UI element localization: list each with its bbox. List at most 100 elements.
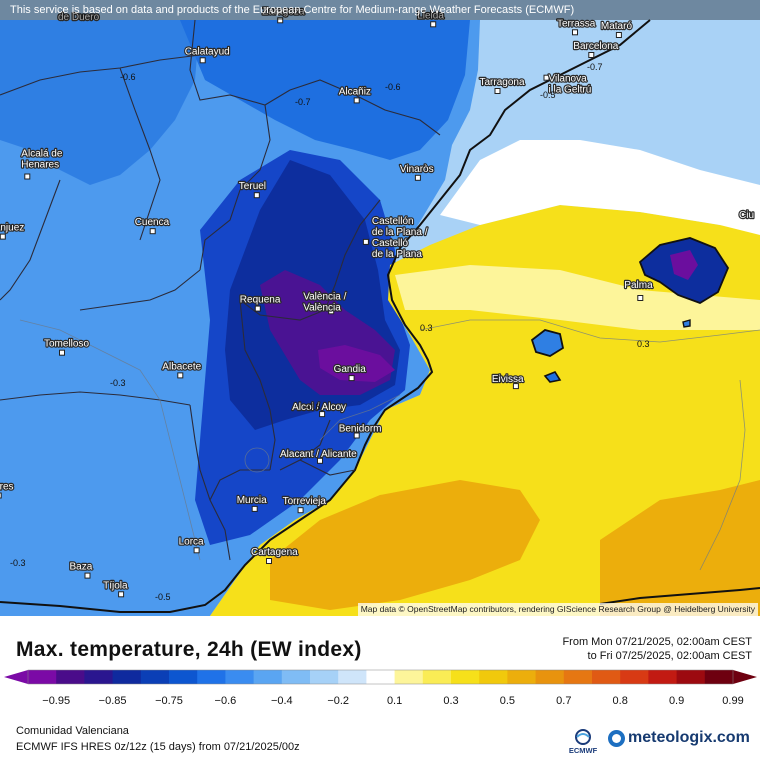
- city-label: Lleida: [417, 10, 444, 21]
- colorbar-swatch: [563, 670, 593, 684]
- city-label: Vinaròs: [400, 164, 434, 175]
- city-marker: [512, 383, 519, 390]
- city-alcala-de-henares: Alcalá de Henares: [20, 147, 64, 180]
- city-marker: [572, 29, 578, 36]
- colorbar-swatch: [620, 670, 649, 684]
- city-marker: [353, 432, 360, 439]
- colorbar-ticks: −0.95 −0.85 −0.75 −0.6 −0.4 −0.2 0.1 0.3 0.5 0.7 0…: [42, 695, 743, 707]
- forecast-map[interactable]: Lleida Zaragoza Terrassa Mataró Barcelona Cal…: [0, 0, 760, 616]
- contour-label-10: -0.3: [10, 558, 26, 568]
- city-cuenca: Cuenca: [133, 216, 171, 235]
- city-marker: [494, 88, 501, 94]
- city-torrevieja: Torrevieja: [281, 495, 328, 514]
- city-linares: Linares: [0, 480, 15, 499]
- land-field-extreme: [318, 345, 395, 382]
- contour-label-7: 0.3: [637, 339, 650, 349]
- city-label: Alacant / Alicante: [280, 449, 357, 460]
- contour-label-2: -0.7: [295, 97, 311, 107]
- contour-label-6: 0.3: [420, 323, 433, 333]
- contour-label-1: -0.6: [120, 72, 136, 82]
- region-name: Comunidad Valenciana: [16, 725, 129, 737]
- colorbar-swatch: [112, 670, 142, 684]
- city-marker: [317, 457, 323, 464]
- city-alcoi-alcoy: Alcoi / Alcoy: [291, 401, 347, 418]
- city-gandia: Gandia: [332, 363, 367, 382]
- ibiza: [530, 329, 565, 357]
- city-tarragona: Tarragona: [478, 76, 526, 94]
- city-label: Mataró: [601, 21, 633, 32]
- colorbar-swatch: [197, 670, 226, 684]
- city-marker: [118, 591, 125, 598]
- city-label: Teruel: [239, 181, 266, 192]
- city-label: Barcelona: [573, 41, 618, 52]
- city-albacete: Albacete: [161, 360, 203, 379]
- city-label: Tomelloso: [44, 339, 89, 350]
- city-marker: [588, 52, 595, 58]
- clipped-label-ciu: Ciu: [739, 210, 754, 221]
- city-label: Requena: [240, 295, 281, 306]
- forecast-period: From Mon 07/21/2025, 02:00am CEST to Fri…: [562, 635, 752, 663]
- colorbar-tick-label: −0.6: [215, 695, 237, 707]
- colorbar-tick-label: 0.1: [387, 695, 402, 707]
- colorbar-swatch: [28, 670, 57, 684]
- city-label: Alcalá de Henares: [21, 149, 63, 171]
- colorbar-swatch: [84, 670, 113, 684]
- city-terrassa: Terrassa: [556, 17, 597, 36]
- colorbar-swatches: [4, 669, 757, 685]
- city-label: Tarragona: [480, 77, 525, 88]
- city-label: Murcia: [237, 495, 267, 506]
- city-label: Linares: [0, 482, 14, 493]
- meteologix-logo[interactable]: meteologix.com: [608, 729, 750, 747]
- sea-field-pale: [395, 265, 760, 330]
- colorbar-swatch: [676, 670, 706, 684]
- colorbar-swatch: [366, 670, 395, 684]
- city-lorca: Lorca: [177, 535, 205, 554]
- city-lleida: Lleida: [416, 9, 446, 28]
- colorbar-min-arrow: [4, 670, 28, 684]
- city-marker: [319, 411, 326, 418]
- city-layer: Lleida Zaragoza Terrassa Mataró Barcelona Cal…: [0, 5, 654, 598]
- colorbar-swatch: [704, 670, 734, 684]
- city-vinaros: Vinaròs: [399, 163, 435, 181]
- land-field-east: [180, 20, 470, 160]
- city-marker: [615, 32, 622, 38]
- city-vilanova-i-la-geltru: Vilanova i la Geltrú: [543, 72, 592, 97]
- city-tomelloso: Tomelloso: [43, 338, 91, 356]
- regional-borders: [0, 19, 441, 561]
- city-castellon-de-la-plana-castello-de-la-plana: Castellón de la Plana / Castelló de la Plan…: [362, 215, 429, 261]
- city-marker: [414, 174, 421, 181]
- meteologix-icon: [608, 729, 625, 747]
- city-label: Alcoi / Alcoy: [292, 402, 346, 413]
- city-marker: [543, 74, 550, 81]
- city-marker: [277, 17, 284, 24]
- city-label: Lorca: [179, 536, 204, 547]
- city-aranjuez: Aranjuez: [0, 221, 25, 240]
- city-baza: Baza: [68, 560, 94, 579]
- city-label: Baza: [70, 562, 93, 573]
- city-marker: [193, 547, 200, 554]
- city-label: Palma: [624, 280, 653, 291]
- period-from: From Mon 07/21/2025, 02:00am CEST: [562, 636, 752, 648]
- map-attribution[interactable]: Map data © OpenStreetMap contributors, r…: [357, 603, 758, 616]
- colorbar-swatch: [225, 670, 254, 684]
- colorbar-tick-label: 0.8: [613, 695, 628, 707]
- city-cartagena: Cartagena: [250, 546, 299, 564]
- city-marker: [0, 233, 6, 240]
- city-marker: [297, 507, 304, 514]
- city-label: Aranjuez: [0, 223, 24, 234]
- contour-label-4: -0.5: [540, 90, 556, 100]
- colorbar-swatch: [451, 670, 480, 684]
- city-label: Cuenca: [135, 217, 170, 228]
- colorbar-swatch: [169, 670, 198, 684]
- contour-label-11: -0.5: [155, 592, 171, 602]
- colorbar-swatch: [56, 670, 85, 684]
- city-label: Torrevieja: [283, 496, 327, 507]
- city-marker: [59, 349, 65, 356]
- ecmwf-logo-icon: [575, 729, 591, 745]
- colorbar-swatch: [507, 670, 536, 684]
- contour-lines: [19, 319, 760, 571]
- colorbar-max-arrow: [733, 670, 757, 684]
- contour-label-3: -0.6: [385, 82, 401, 92]
- colorbar-outline: [27, 669, 734, 685]
- city-marker: [177, 372, 184, 379]
